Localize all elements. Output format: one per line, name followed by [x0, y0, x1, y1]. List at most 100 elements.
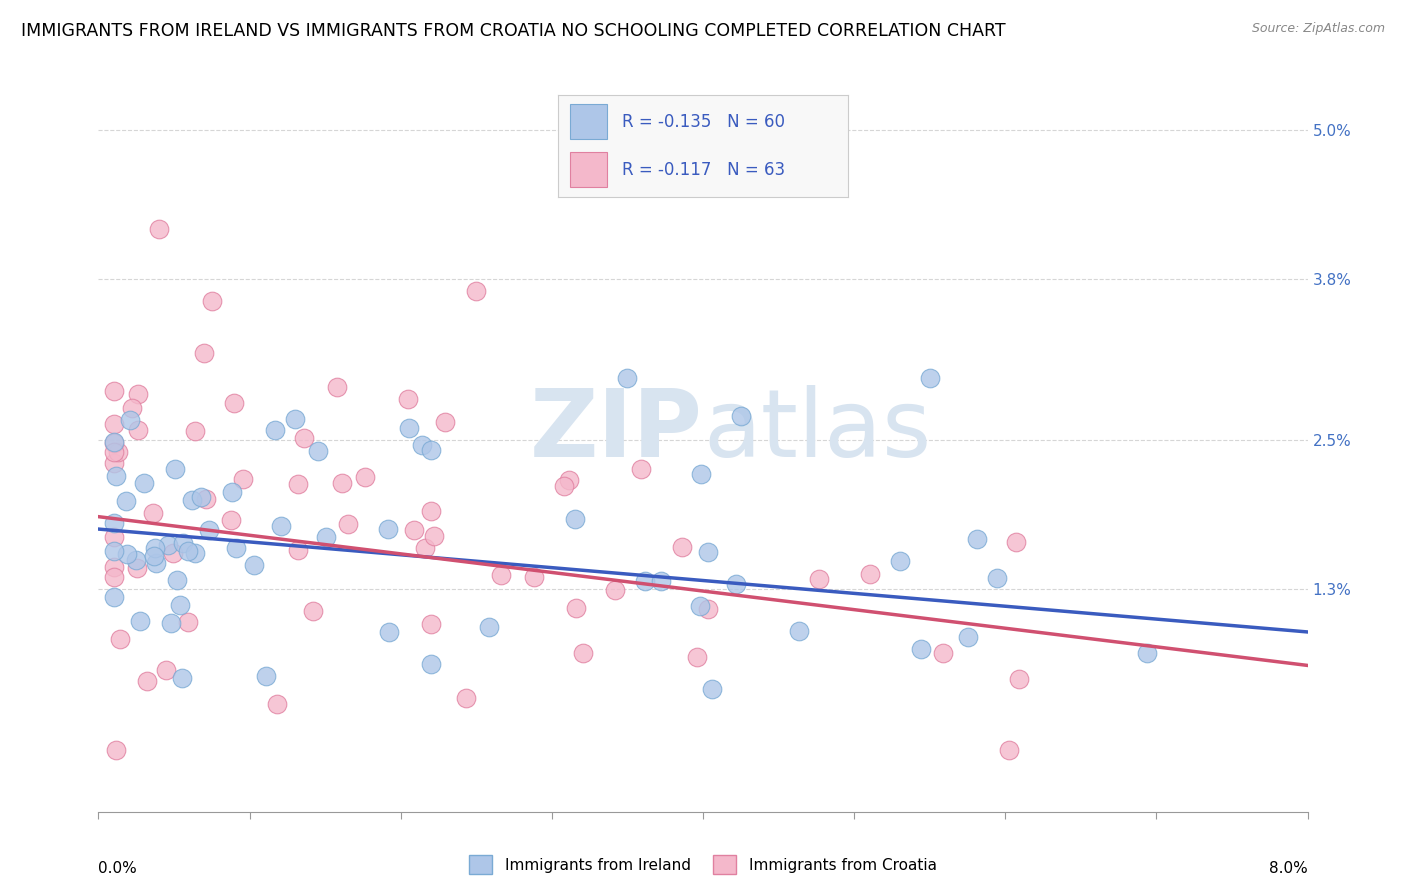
Point — [434, 415, 457, 429]
Point — [270, 519, 292, 533]
Point — [120, 413, 142, 427]
Point — [145, 556, 167, 570]
Point — [166, 573, 188, 587]
Point — [998, 743, 1021, 757]
Point — [232, 473, 254, 487]
Point — [315, 530, 337, 544]
Point — [127, 387, 149, 401]
Point — [169, 598, 191, 612]
Point — [224, 395, 246, 409]
Point — [724, 577, 747, 591]
Point — [103, 544, 125, 558]
Point — [730, 409, 752, 423]
Point — [326, 380, 349, 394]
Point — [423, 529, 446, 543]
Point — [103, 417, 125, 432]
Point — [859, 566, 882, 581]
Point — [413, 541, 436, 556]
Point — [287, 543, 309, 558]
Point — [553, 479, 575, 493]
Point — [650, 574, 672, 588]
Point — [219, 513, 242, 527]
Point — [420, 443, 443, 458]
Point — [190, 490, 212, 504]
Legend: Immigrants from Ireland, Immigrants from Croatia: Immigrants from Ireland, Immigrants from… — [464, 849, 942, 880]
Point — [986, 571, 1008, 585]
Point — [420, 504, 443, 518]
Point — [103, 590, 125, 604]
Point — [411, 438, 433, 452]
Point — [121, 401, 143, 415]
Point — [957, 630, 980, 644]
Point — [225, 541, 247, 556]
Point — [243, 558, 266, 573]
Point — [616, 371, 638, 385]
Text: atlas: atlas — [703, 385, 931, 477]
Point — [103, 384, 125, 398]
Point — [177, 615, 200, 629]
Point — [103, 456, 125, 470]
Point — [264, 423, 287, 437]
Point — [125, 561, 148, 575]
Point — [132, 476, 155, 491]
Point — [918, 371, 941, 385]
Point — [148, 222, 170, 236]
Point — [558, 473, 581, 487]
Point — [127, 423, 149, 437]
Point — [104, 468, 127, 483]
Point — [103, 530, 125, 544]
Point — [195, 491, 218, 506]
Point — [404, 523, 426, 537]
Point — [420, 616, 443, 631]
Point — [172, 671, 194, 685]
Point — [378, 624, 401, 639]
Point — [115, 493, 138, 508]
Point — [162, 546, 184, 560]
Point — [155, 663, 177, 677]
Point — [603, 583, 626, 598]
Point — [172, 536, 194, 550]
Point — [117, 547, 139, 561]
Point — [108, 632, 131, 646]
Point — [377, 522, 399, 536]
Text: 8.0%: 8.0% — [1268, 862, 1308, 876]
Point — [1008, 672, 1031, 686]
Point — [142, 549, 165, 563]
Point — [142, 507, 165, 521]
Point — [910, 642, 932, 657]
Point — [143, 541, 166, 556]
Point — [163, 462, 186, 476]
Point — [103, 560, 125, 574]
Point — [564, 512, 586, 526]
Point — [160, 615, 183, 630]
Point — [177, 544, 200, 558]
Point — [198, 524, 221, 538]
Point — [184, 425, 207, 439]
Point — [302, 604, 325, 618]
Point — [889, 554, 911, 568]
Point — [398, 420, 420, 434]
Point — [671, 540, 693, 554]
Point — [1004, 535, 1026, 549]
Point — [697, 602, 720, 616]
Point — [284, 412, 307, 426]
Point — [523, 570, 546, 584]
Point — [966, 533, 988, 547]
Point — [396, 392, 419, 407]
Point — [489, 567, 512, 582]
Point — [183, 546, 205, 560]
Point — [125, 552, 148, 566]
Text: IMMIGRANTS FROM IRELAND VS IMMIGRANTS FROM CROATIA NO SCHOOLING COMPLETED CORREL: IMMIGRANTS FROM IRELAND VS IMMIGRANTS FR… — [21, 22, 1005, 40]
Point — [697, 545, 720, 559]
Point — [330, 476, 353, 491]
Point — [1136, 647, 1159, 661]
Text: ZIP: ZIP — [530, 385, 703, 477]
Point — [103, 444, 125, 458]
Point — [254, 668, 277, 682]
Point — [266, 697, 288, 711]
Point — [128, 615, 150, 629]
Point — [136, 674, 159, 689]
Point — [193, 346, 215, 360]
Point — [354, 469, 377, 483]
Point — [157, 538, 180, 552]
